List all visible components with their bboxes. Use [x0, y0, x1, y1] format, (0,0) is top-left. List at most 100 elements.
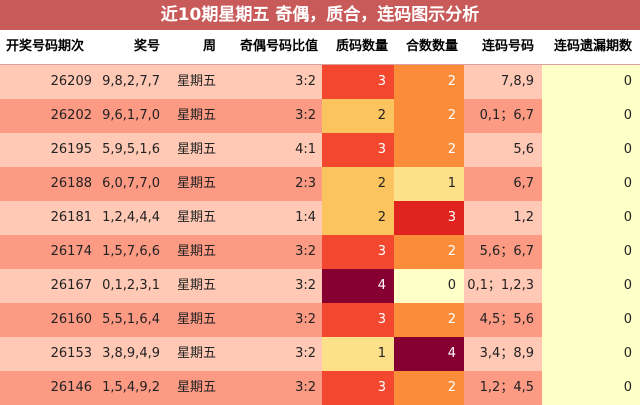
cell-weekday: 星期五	[176, 142, 216, 157]
table-row: 26146 1,5,4,9,2 星期五 3:2 3 2 1,2；4,5 0	[0, 371, 640, 405]
cell-odd-even: 2:3	[295, 176, 316, 191]
cell-odd-even: 3:2	[295, 380, 316, 395]
cell-odd-even: 3:2	[295, 312, 316, 327]
cell-issue: 26209	[50, 74, 92, 89]
cell-composite-count: 3	[394, 201, 464, 235]
table-row: 26181 1,2,4,4,4 星期五 1:4 2 3 1,2 0	[0, 201, 640, 235]
cell-prime-count: 3	[322, 133, 394, 167]
table-row: 26160 5,5,1,6,4 星期五 3:2 3 2 4,5；5,6 0	[0, 303, 640, 337]
cell-issue: 26160	[50, 312, 92, 327]
cell-issue: 26167	[50, 278, 92, 293]
cell-numbers: 9,8,2,7,7	[102, 74, 160, 89]
cell-numbers: 6,0,7,7,0	[102, 176, 160, 191]
cell-composite-count: 2	[394, 235, 464, 269]
cell-issue: 26174	[50, 244, 92, 259]
cell-odd-even: 3:2	[295, 244, 316, 259]
cell-issue: 26202	[50, 108, 92, 123]
cell-consecutive: 0,1；1,2,3	[467, 278, 534, 293]
table-row: 26195 5,9,5,1,6 星期五 4:1 3 2 5,6 0	[0, 133, 640, 167]
cell-prime-count: 4	[322, 269, 394, 303]
header-issue: 开奖号码期次	[6, 39, 85, 54]
cell-weekday: 星期五	[176, 312, 216, 327]
cell-prime-count: 2	[322, 99, 394, 133]
header-odd-even: 奇偶号码比值	[239, 39, 318, 54]
header-composite-count: 合数数量	[405, 39, 458, 54]
cell-numbers: 1,5,4,9,2	[102, 380, 160, 395]
cell-issue: 26181	[50, 210, 92, 225]
cell-issue: 26195	[50, 142, 92, 157]
cell-composite-count: 0	[394, 269, 464, 303]
cell-composite-count: 2	[394, 65, 464, 99]
cell-miss: 0	[542, 269, 640, 303]
cell-consecutive: 7,8,9	[500, 74, 534, 89]
cell-miss: 0	[542, 99, 640, 133]
cell-odd-even: 3:2	[295, 74, 316, 89]
cell-weekday: 星期五	[176, 108, 216, 123]
cell-numbers: 1,2,4,4,4	[102, 210, 160, 225]
header-prime-count: 质码数量	[335, 39, 388, 54]
cell-miss: 0	[542, 201, 640, 235]
cell-weekday: 星期五	[176, 176, 216, 191]
cell-prime-count: 3	[322, 303, 394, 337]
cell-issue: 26188	[50, 176, 92, 191]
header-row: 开奖号码期次 奖号 周 奇偶号码比值 质码数量 合数数量 连码号码 连码遗漏期数	[0, 30, 640, 65]
cell-issue: 26153	[50, 346, 92, 361]
cell-composite-count: 1	[394, 167, 464, 201]
cell-consecutive: 3,4；8,9	[479, 346, 534, 361]
cell-numbers: 0,1,2,3,1	[102, 278, 160, 293]
cell-composite-count: 2	[394, 99, 464, 133]
cell-consecutive: 5,6	[513, 142, 534, 157]
cell-miss: 0	[542, 303, 640, 337]
cell-composite-count: 2	[394, 133, 464, 167]
cell-odd-even: 1:4	[295, 210, 316, 225]
cell-odd-even: 3:2	[295, 346, 316, 361]
table-row: 26188 6,0,7,7,0 星期五 2:3 2 1 6,7 0	[0, 167, 640, 201]
cell-miss: 0	[542, 167, 640, 201]
header-numbers: 奖号	[133, 39, 160, 54]
cell-prime-count: 1	[322, 337, 394, 371]
cell-numbers: 1,5,7,6,6	[102, 244, 160, 259]
cell-composite-count: 2	[394, 371, 464, 405]
cell-odd-even: 3:2	[295, 108, 316, 123]
cell-weekday: 星期五	[176, 346, 216, 361]
cell-miss: 0	[542, 371, 640, 405]
cell-prime-count: 3	[322, 235, 394, 269]
cell-weekday: 星期五	[176, 244, 216, 259]
cell-consecutive: 6,7	[513, 176, 534, 191]
cell-composite-count: 2	[394, 303, 464, 337]
cell-numbers: 5,5,1,6,4	[102, 312, 160, 327]
cell-consecutive: 1,2；4,5	[479, 380, 534, 395]
cell-weekday: 星期五	[176, 210, 216, 225]
table-row: 26209 9,8,2,7,7 星期五 3:2 3 2 7,8,9 0	[0, 65, 640, 99]
header-consecutive: 连码号码	[481, 39, 534, 54]
cell-weekday: 星期五	[176, 380, 216, 395]
cell-odd-even: 3:2	[295, 278, 316, 293]
cell-issue: 26146	[50, 380, 92, 395]
cell-consecutive: 5,6；6,7	[479, 244, 534, 259]
cell-numbers: 3,8,9,4,9	[102, 346, 160, 361]
table-row: 26167 0,1,2,3,1 星期五 3:2 4 0 0,1；1,2,3 0	[0, 269, 640, 303]
cell-prime-count: 3	[322, 371, 394, 405]
cell-miss: 0	[542, 235, 640, 269]
cell-miss: 0	[542, 65, 640, 99]
table-row: 26174 1,5,7,6,6 星期五 3:2 3 2 5,6；6,7 0	[0, 235, 640, 269]
cell-weekday: 星期五	[176, 74, 216, 89]
table-row: 26153 3,8,9,4,9 星期五 3:2 1 4 3,4；8,9 0	[0, 337, 640, 371]
cell-odd-even: 4:1	[295, 142, 316, 157]
cell-miss: 0	[542, 337, 640, 371]
cell-weekday: 星期五	[176, 278, 216, 293]
header-miss: 连码遗漏期数	[553, 39, 632, 54]
cell-consecutive: 4,5；5,6	[479, 312, 534, 327]
cell-numbers: 9,6,1,7,0	[102, 108, 160, 123]
cell-consecutive: 1,2	[513, 210, 534, 225]
cell-consecutive: 0,1；6,7	[479, 108, 534, 123]
table-row: 26202 9,6,1,7,0 星期五 3:2 2 2 0,1；6,7 0	[0, 99, 640, 133]
header-weekday: 周	[202, 39, 216, 54]
cell-composite-count: 4	[394, 337, 464, 371]
cell-prime-count: 2	[322, 201, 394, 235]
cell-numbers: 5,9,5,1,6	[102, 142, 160, 157]
table-title: 近10期星期五 奇偶，质合，连码图示分析	[0, 0, 640, 30]
cell-prime-count: 3	[322, 65, 394, 99]
cell-prime-count: 2	[322, 167, 394, 201]
